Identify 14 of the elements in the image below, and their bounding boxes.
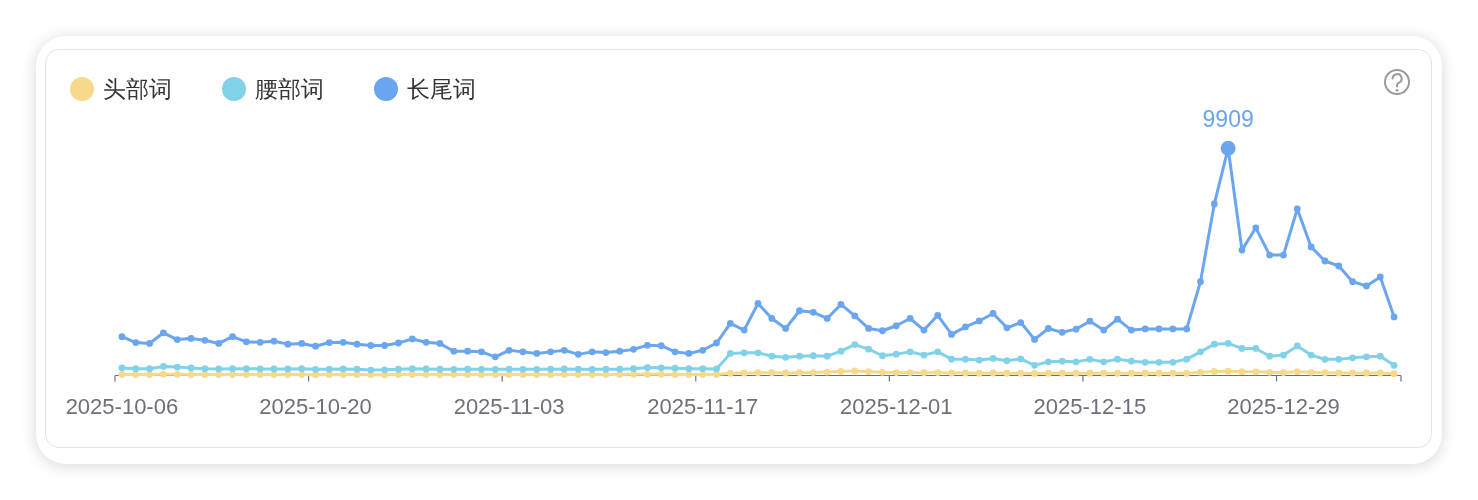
x-tick-label: 2025-10-06 [65, 393, 179, 419]
legend-label: 腰部词 [255, 76, 324, 102]
x-tick-label: 2025-11-03 [453, 393, 565, 419]
legend-item: 腰部词 [222, 76, 324, 102]
x-tick-label: 2025-10-20 [259, 393, 372, 419]
annotations: 9909 [1202, 106, 1254, 133]
x-tick-label: 2025-12-01 [840, 393, 953, 419]
legend-label: 头部词 [103, 76, 172, 102]
legend-label: 长尾词 [407, 76, 476, 102]
legend-item: 长尾词 [374, 76, 476, 102]
x-tick-label: 2025-12-29 [1227, 393, 1340, 419]
x-tick-label: 2025-12-15 [1033, 393, 1147, 419]
legend-item: 头部词 [70, 76, 172, 102]
x-tick-label: 2025-11-17 [647, 393, 759, 419]
